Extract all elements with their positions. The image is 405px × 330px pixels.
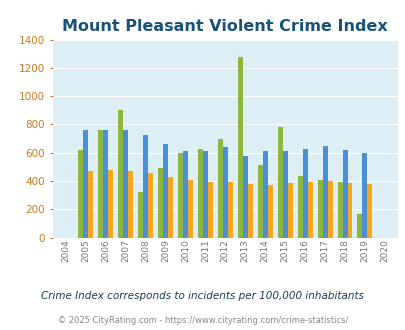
Bar [103, 130, 108, 238]
Bar [367, 184, 371, 238]
Bar [98, 130, 103, 238]
Text: Crime Index corresponds to incidents per 100,000 inhabitants: Crime Index corresponds to incidents per… [41, 291, 364, 301]
Bar [282, 151, 287, 238]
Bar [222, 147, 227, 238]
Bar [207, 182, 212, 238]
Bar [188, 180, 192, 238]
Bar [108, 170, 113, 238]
Bar [202, 151, 207, 238]
Bar [148, 173, 153, 238]
Bar [342, 150, 347, 238]
Bar [357, 214, 362, 238]
Bar [123, 130, 128, 238]
Bar [168, 177, 173, 238]
Bar [242, 155, 247, 238]
Bar [162, 144, 168, 238]
Bar [362, 153, 367, 238]
Bar [277, 127, 282, 238]
Bar [138, 192, 143, 238]
Bar [267, 185, 272, 238]
Bar [317, 180, 322, 238]
Bar [128, 171, 133, 238]
Bar [143, 135, 148, 238]
Bar [237, 56, 242, 238]
Bar [257, 165, 262, 238]
Bar [302, 148, 307, 238]
Bar [307, 182, 312, 238]
Bar [118, 110, 123, 238]
Bar [347, 183, 352, 238]
Bar [247, 184, 252, 238]
Bar [287, 183, 292, 238]
Bar [327, 181, 332, 238]
Bar [297, 176, 302, 238]
Bar [78, 150, 83, 238]
Bar [177, 153, 183, 238]
Bar [197, 148, 202, 238]
Bar [227, 182, 232, 238]
Title: Mount Pleasant Violent Crime Index: Mount Pleasant Violent Crime Index [62, 19, 387, 34]
Bar [217, 139, 222, 238]
Bar [88, 171, 93, 238]
Bar [262, 151, 267, 238]
Bar [337, 182, 342, 238]
Bar [83, 130, 88, 238]
Text: © 2025 CityRating.com - https://www.cityrating.com/crime-statistics/: © 2025 CityRating.com - https://www.city… [58, 316, 347, 325]
Bar [183, 150, 188, 238]
Bar [322, 147, 327, 238]
Bar [158, 168, 162, 238]
